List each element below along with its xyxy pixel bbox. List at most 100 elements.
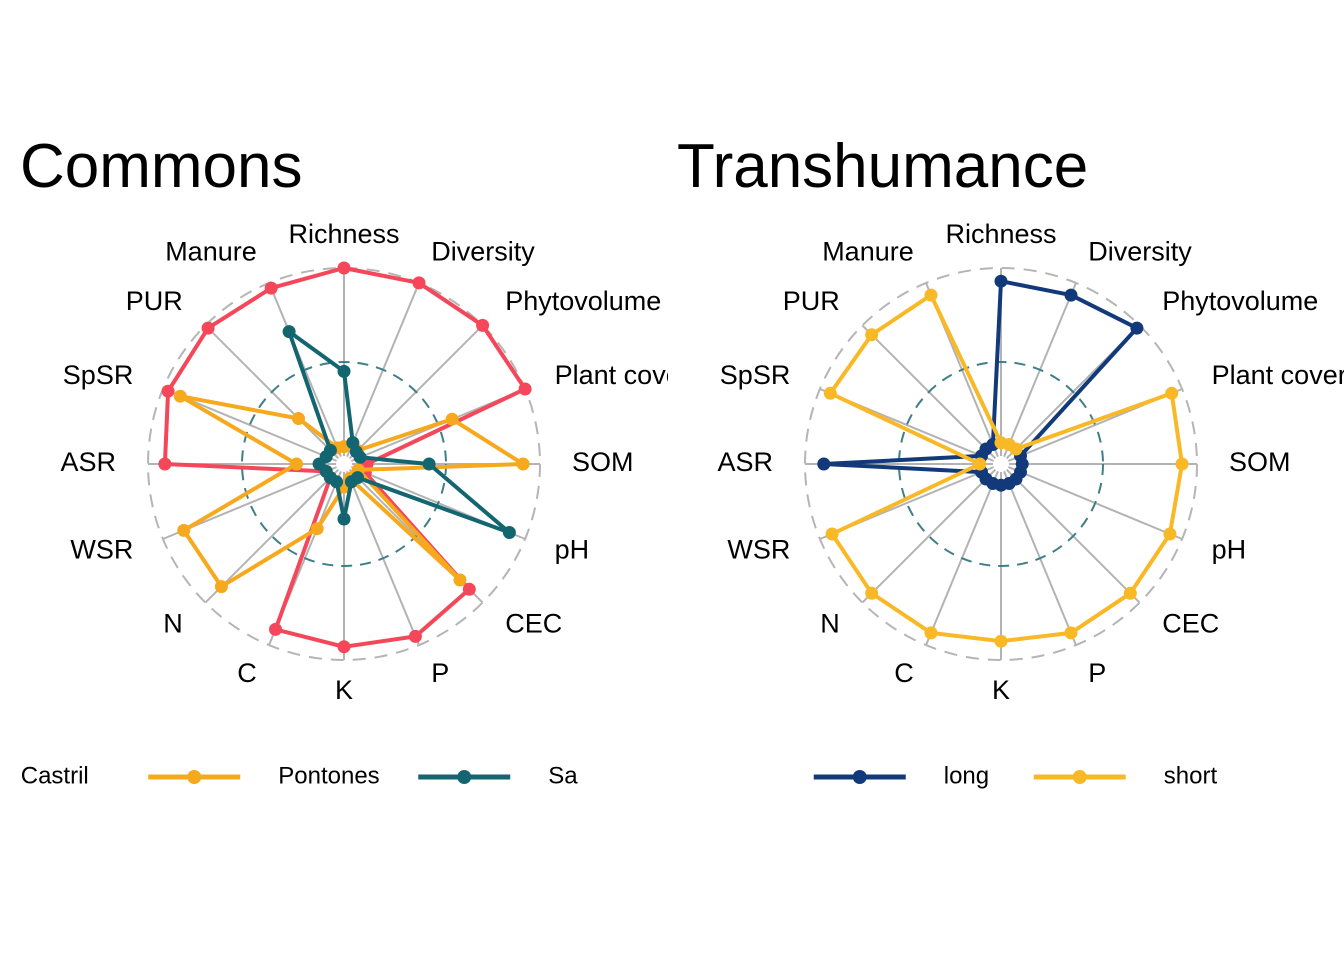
point-short-k bbox=[994, 634, 1008, 648]
spoke-p bbox=[343, 463, 420, 646]
point-short-manure bbox=[924, 288, 938, 302]
point-castril-richness bbox=[337, 261, 351, 275]
spoke-phytovolume bbox=[343, 324, 484, 465]
legend-item-pontones: Pontones bbox=[148, 762, 380, 789]
legend-item-short: short bbox=[1033, 762, 1218, 789]
point-short-asr bbox=[973, 457, 987, 471]
axis-label-diversity: Diversity bbox=[431, 236, 535, 266]
point-pontones-pur bbox=[292, 412, 305, 425]
axis-label-spsr: SpSR bbox=[63, 360, 134, 390]
outer-reference-circle bbox=[147, 267, 541, 661]
point-sa-p bbox=[344, 475, 358, 489]
axis-label-richness: Richness bbox=[945, 219, 1056, 249]
axis-label-manure: Manure bbox=[165, 236, 257, 266]
spoke-c bbox=[925, 463, 1002, 646]
point-sa-manure bbox=[282, 325, 296, 339]
legend-label: short bbox=[1164, 762, 1218, 789]
axis-label-p: P bbox=[1088, 658, 1106, 688]
axis-label-plant-cover: Plant cover bbox=[1212, 360, 1344, 390]
spoke-n bbox=[861, 463, 1002, 604]
chart-title: Commons bbox=[20, 132, 303, 201]
point-short-wsr bbox=[825, 527, 839, 541]
point-sa-pur bbox=[323, 443, 337, 457]
point-short-som bbox=[1175, 457, 1189, 471]
legend-label: Pontones bbox=[278, 762, 379, 789]
point-short-plant-cover bbox=[1165, 386, 1179, 400]
axis-label-diversity: Diversity bbox=[1088, 236, 1192, 266]
point-short-spsr bbox=[823, 386, 837, 400]
axis-label-cec: CEC bbox=[505, 608, 562, 638]
point-pontones-cec bbox=[453, 573, 467, 587]
legend-item-castril: Castril bbox=[21, 762, 89, 789]
axis-label-ph: pH bbox=[1212, 534, 1247, 564]
spoke-cec bbox=[1000, 463, 1141, 604]
axis-label-k: K bbox=[992, 675, 1010, 705]
legend-item-long: long bbox=[813, 762, 989, 789]
point-pontones-plant-cover bbox=[445, 412, 459, 426]
point-pontones-n bbox=[214, 580, 228, 594]
point-sa-som bbox=[422, 457, 436, 471]
axis-label-pur: PUR bbox=[783, 286, 840, 316]
point-castril-asr bbox=[158, 457, 172, 471]
point-sa-plant-cover bbox=[353, 450, 367, 464]
point-castril-k bbox=[337, 640, 351, 654]
spoke-pur bbox=[861, 324, 1002, 465]
axis-label-som: SOM bbox=[572, 447, 634, 477]
spoke-pur bbox=[204, 324, 345, 465]
radar-panel-transhumance: Transhumance Richness Diversity Phytovolume… bbox=[677, 132, 1344, 789]
legend-key-point bbox=[457, 770, 472, 784]
legend: Castril Pontones Sa bbox=[21, 762, 579, 789]
point-castril-cec bbox=[462, 582, 476, 596]
axis-label-pur: PUR bbox=[126, 286, 183, 316]
axis-label-n: N bbox=[163, 608, 183, 638]
axis-label-c: C bbox=[894, 658, 914, 688]
point-short-phytovolume bbox=[1009, 442, 1023, 456]
spoke-diversity bbox=[343, 282, 420, 465]
axis-label-p: P bbox=[431, 658, 449, 688]
point-pontones-wsr bbox=[177, 523, 191, 537]
point-short-pur bbox=[865, 328, 879, 342]
point-sa-richness bbox=[337, 364, 351, 378]
legend: long short bbox=[813, 762, 1218, 789]
point-short-cec bbox=[1123, 586, 1137, 600]
axis-label-c: C bbox=[237, 658, 257, 688]
spoke-n bbox=[204, 463, 345, 604]
point-long-asr bbox=[817, 457, 831, 471]
axis-label-som: SOM bbox=[1229, 447, 1291, 477]
point-short-ph bbox=[1163, 527, 1177, 541]
series-short bbox=[823, 288, 1189, 648]
point-castril-p bbox=[408, 629, 422, 643]
axis-label-k: K bbox=[335, 675, 353, 705]
axis-label-n: N bbox=[820, 608, 840, 638]
axis-label-wsr: WSR bbox=[70, 534, 133, 564]
radar-panel-commons: Commons Richness Diversity Phytovolume Plant… bbox=[20, 132, 690, 789]
legend-label: long bbox=[944, 762, 989, 789]
legend-key-point bbox=[1072, 770, 1087, 784]
point-sa-ph bbox=[502, 526, 516, 539]
point-castril-spsr bbox=[161, 384, 175, 398]
axis-label-plant-cover: Plant cover bbox=[555, 360, 690, 390]
legend-key-point bbox=[187, 770, 202, 784]
point-short-n bbox=[865, 586, 879, 600]
legend-label: Sa bbox=[548, 762, 578, 789]
axis-label-spsr: SpSR bbox=[720, 360, 791, 390]
point-long-diversity bbox=[1064, 288, 1078, 302]
point-castril-phytovolume bbox=[476, 318, 490, 332]
spoke-manure bbox=[268, 282, 345, 465]
series-sa bbox=[282, 325, 516, 539]
series-long bbox=[817, 274, 1144, 492]
axis-label-ph: pH bbox=[555, 534, 590, 564]
point-castril-diversity bbox=[412, 276, 426, 290]
point-castril-pur bbox=[201, 321, 215, 335]
axis-label-manure: Manure bbox=[822, 236, 914, 266]
point-sa-k bbox=[337, 512, 351, 526]
axis-label-richness: Richness bbox=[288, 219, 399, 249]
axis-label-cec: CEC bbox=[1162, 608, 1219, 638]
outer-reference-circle bbox=[804, 267, 1198, 661]
spoke-p bbox=[1000, 463, 1077, 646]
spoke-ph bbox=[1000, 463, 1183, 540]
point-castril-plant-cover bbox=[518, 382, 532, 396]
axis-label-wsr: WSR bbox=[727, 534, 790, 564]
point-castril-manure bbox=[264, 281, 278, 295]
